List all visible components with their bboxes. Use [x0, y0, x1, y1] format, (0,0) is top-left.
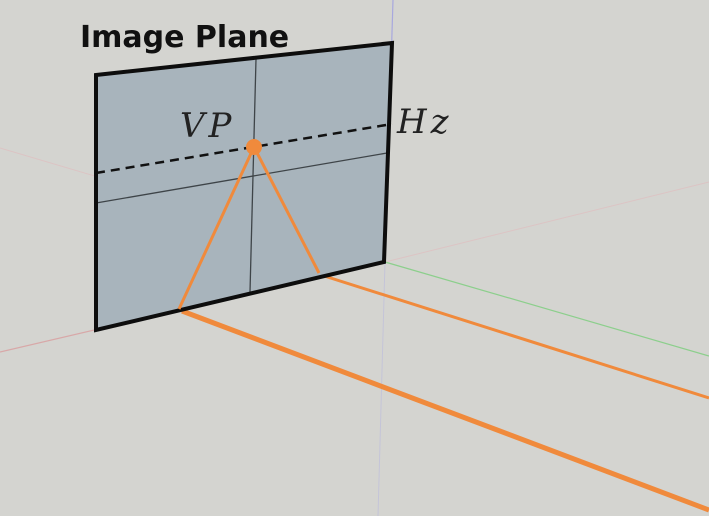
horizon-label: Hz [396, 102, 453, 142]
converging-line-left [177, 146, 256, 310]
vanishing-point-label: VP [180, 106, 235, 146]
vanishing-point-dot[interactable] [246, 139, 262, 155]
image-plane-title: Image Plane [80, 20, 289, 55]
horizon-line [95, 122, 393, 175]
image-plane-border [94, 40, 395, 333]
ground-rail-near [181, 308, 709, 513]
converging-line-right [252, 146, 321, 274]
image-plane [96, 43, 392, 330]
x-axis-line-far [384, 181, 709, 263]
ground-rail-far [317, 272, 709, 400]
plane-horizontal-guide [95, 152, 388, 204]
y-axis-line [384, 261, 709, 357]
